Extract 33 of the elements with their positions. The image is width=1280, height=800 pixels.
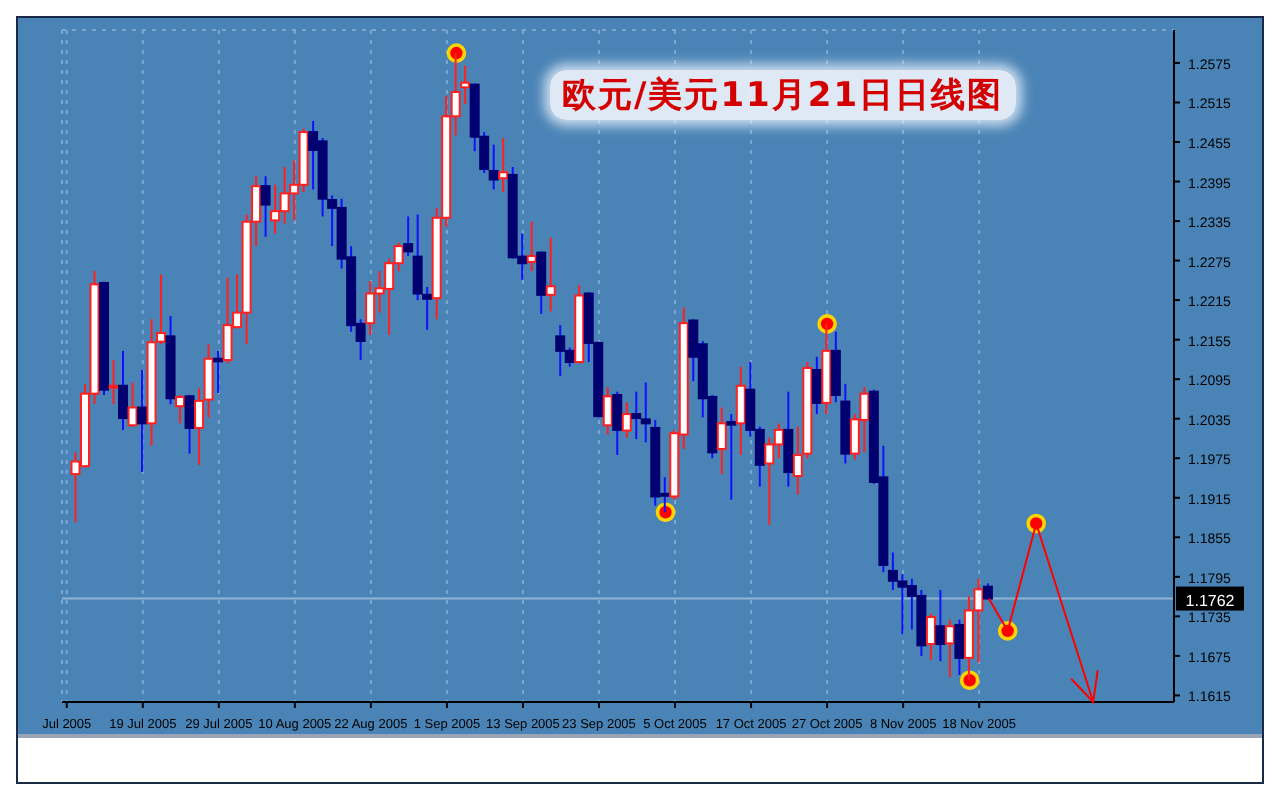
candlestick (944, 618, 955, 678)
point (655, 502, 676, 523)
candlestick (536, 250, 547, 315)
candlestick (184, 393, 195, 455)
candlestick (545, 236, 556, 313)
candlestick (555, 324, 566, 377)
candlestick (498, 137, 509, 194)
candlestick (612, 390, 623, 456)
candlestick (621, 401, 632, 439)
point (959, 670, 980, 691)
candlestick (175, 393, 186, 425)
candlestick (925, 612, 936, 661)
candlestick (488, 143, 499, 191)
candlestick (735, 365, 746, 456)
candlestick (935, 589, 946, 663)
candlestick (213, 349, 224, 395)
candlestick (764, 436, 775, 526)
candlestick (526, 220, 537, 273)
point (817, 314, 837, 334)
candlestick (137, 368, 148, 474)
candlestick (954, 618, 965, 676)
candlestick (108, 359, 119, 406)
candlestick (726, 413, 737, 501)
candlestick (260, 175, 271, 238)
point (446, 43, 467, 63)
ref-line-label: 1.1762 (1185, 591, 1236, 610)
candlestick (403, 215, 414, 257)
candlestick (811, 355, 822, 416)
candlestick (783, 390, 794, 488)
candlestick (602, 386, 613, 436)
candlestick (716, 406, 727, 476)
text: 欧元/美元11月21日日线图 (550, 70, 1016, 120)
candlestick (118, 349, 129, 431)
